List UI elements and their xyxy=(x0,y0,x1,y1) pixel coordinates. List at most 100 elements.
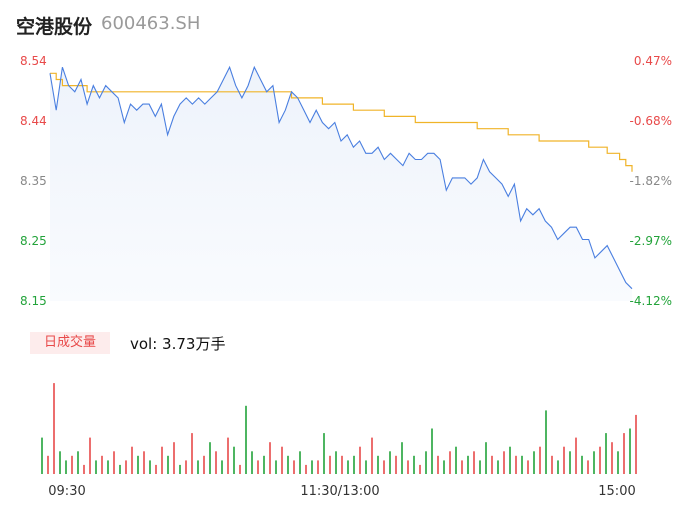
volume-bar xyxy=(305,464,307,474)
volume-bar xyxy=(95,460,97,474)
volume-bar xyxy=(155,464,157,474)
volume-bar xyxy=(101,455,103,474)
y-left-tick: 8.15 xyxy=(20,294,47,308)
volume-bar xyxy=(395,455,397,474)
volume-bar xyxy=(83,464,85,474)
y-right-tick: -1.82% xyxy=(630,174,672,188)
stock-code: 600463.SH xyxy=(101,13,201,34)
volume-bar xyxy=(197,460,199,474)
volume-bar xyxy=(497,460,499,474)
y-left-tick: 8.35 xyxy=(20,174,47,188)
volume-bar xyxy=(515,455,517,474)
volume-bar xyxy=(413,455,415,474)
price-area-fill xyxy=(50,67,632,301)
volume-bar xyxy=(389,451,391,474)
volume-bar xyxy=(611,442,613,474)
volume-bar xyxy=(461,460,463,474)
volume-bar xyxy=(539,446,541,474)
volume-bar xyxy=(623,433,625,474)
volume-bar xyxy=(179,464,181,474)
volume-bar xyxy=(377,455,379,474)
volume-bar xyxy=(521,455,523,474)
volume-bar xyxy=(617,451,619,474)
volume-bar xyxy=(575,437,577,474)
volume-bar xyxy=(89,437,91,474)
volume-bar xyxy=(599,446,601,474)
volume-bar xyxy=(629,428,631,474)
volume-bar xyxy=(131,446,133,474)
y-right-tick: -0.68% xyxy=(630,114,672,128)
volume-bar xyxy=(437,455,439,474)
volume-bar xyxy=(545,410,547,474)
y-left-tick: 8.25 xyxy=(20,234,47,248)
volume-bar xyxy=(203,455,205,474)
volume-bar xyxy=(119,464,121,474)
volume-bar xyxy=(53,383,55,474)
volume-bar xyxy=(359,446,361,474)
volume-bar xyxy=(113,451,115,474)
volume-bar xyxy=(71,455,73,474)
volume-bar xyxy=(161,446,163,474)
volume-bar xyxy=(245,405,247,474)
volume-bar xyxy=(323,433,325,474)
volume-bar xyxy=(581,455,583,474)
volume-bar xyxy=(635,414,637,474)
volume-bar xyxy=(317,460,319,474)
volume-bar xyxy=(125,460,127,474)
volume-bar xyxy=(137,455,139,474)
volume-bar xyxy=(491,455,493,474)
volume-bar xyxy=(425,451,427,474)
volume-bar xyxy=(209,442,211,474)
volume-bar xyxy=(473,451,475,474)
volume-bar xyxy=(593,451,595,474)
volume-bar xyxy=(299,451,301,474)
volume-bar xyxy=(269,442,271,474)
volume-bar xyxy=(215,451,217,474)
price-line xyxy=(49,65,633,290)
volume-bar xyxy=(509,446,511,474)
volume-bar xyxy=(185,460,187,474)
x-axis-tick: 11:30/13:00 xyxy=(300,484,379,499)
y-right-tick: -4.12% xyxy=(630,294,672,308)
volume-bar xyxy=(227,437,229,474)
y-left-tick: 8.44 xyxy=(20,114,47,128)
daily-volume-badge: 日成交量 xyxy=(30,332,110,354)
volume-bar xyxy=(551,455,553,474)
volume-bar xyxy=(41,437,43,474)
volume-bar xyxy=(527,460,529,474)
volume-readout: vol: 3.73万手 xyxy=(130,335,226,353)
volume-bar xyxy=(407,460,409,474)
volume-bar xyxy=(329,455,331,474)
volume-bar xyxy=(257,460,259,474)
volume-bar xyxy=(251,451,253,474)
y-right-tick: -2.97% xyxy=(630,234,672,248)
x-axis-tick: 09:30 xyxy=(48,484,85,499)
x-axis-tick: 15:00 xyxy=(598,484,635,499)
volume-bar xyxy=(341,455,343,474)
volume-bar xyxy=(383,460,385,474)
volume-bar xyxy=(149,460,151,474)
volume-bar xyxy=(293,460,295,474)
volume-bar xyxy=(605,433,607,474)
volume-bar xyxy=(287,455,289,474)
volume-bar xyxy=(353,455,355,474)
volume-bar xyxy=(431,428,433,474)
y-left-tick: 8.54 xyxy=(20,54,47,68)
volume-bar xyxy=(467,455,469,474)
volume-bar xyxy=(449,451,451,474)
volume-bar xyxy=(347,460,349,474)
y-right-tick: 0.47% xyxy=(634,54,672,68)
volume-bar xyxy=(419,464,421,474)
volume-bar xyxy=(167,455,169,474)
volume-bar xyxy=(107,460,109,474)
volume-bar xyxy=(239,464,241,474)
volume-bar xyxy=(503,451,505,474)
volume-bar xyxy=(443,460,445,474)
volume-bar xyxy=(587,460,589,474)
volume-bar xyxy=(143,451,145,474)
volume-bar xyxy=(173,442,175,474)
volume-bar xyxy=(479,460,481,474)
volume-bar xyxy=(569,451,571,474)
volume-bar xyxy=(401,442,403,474)
